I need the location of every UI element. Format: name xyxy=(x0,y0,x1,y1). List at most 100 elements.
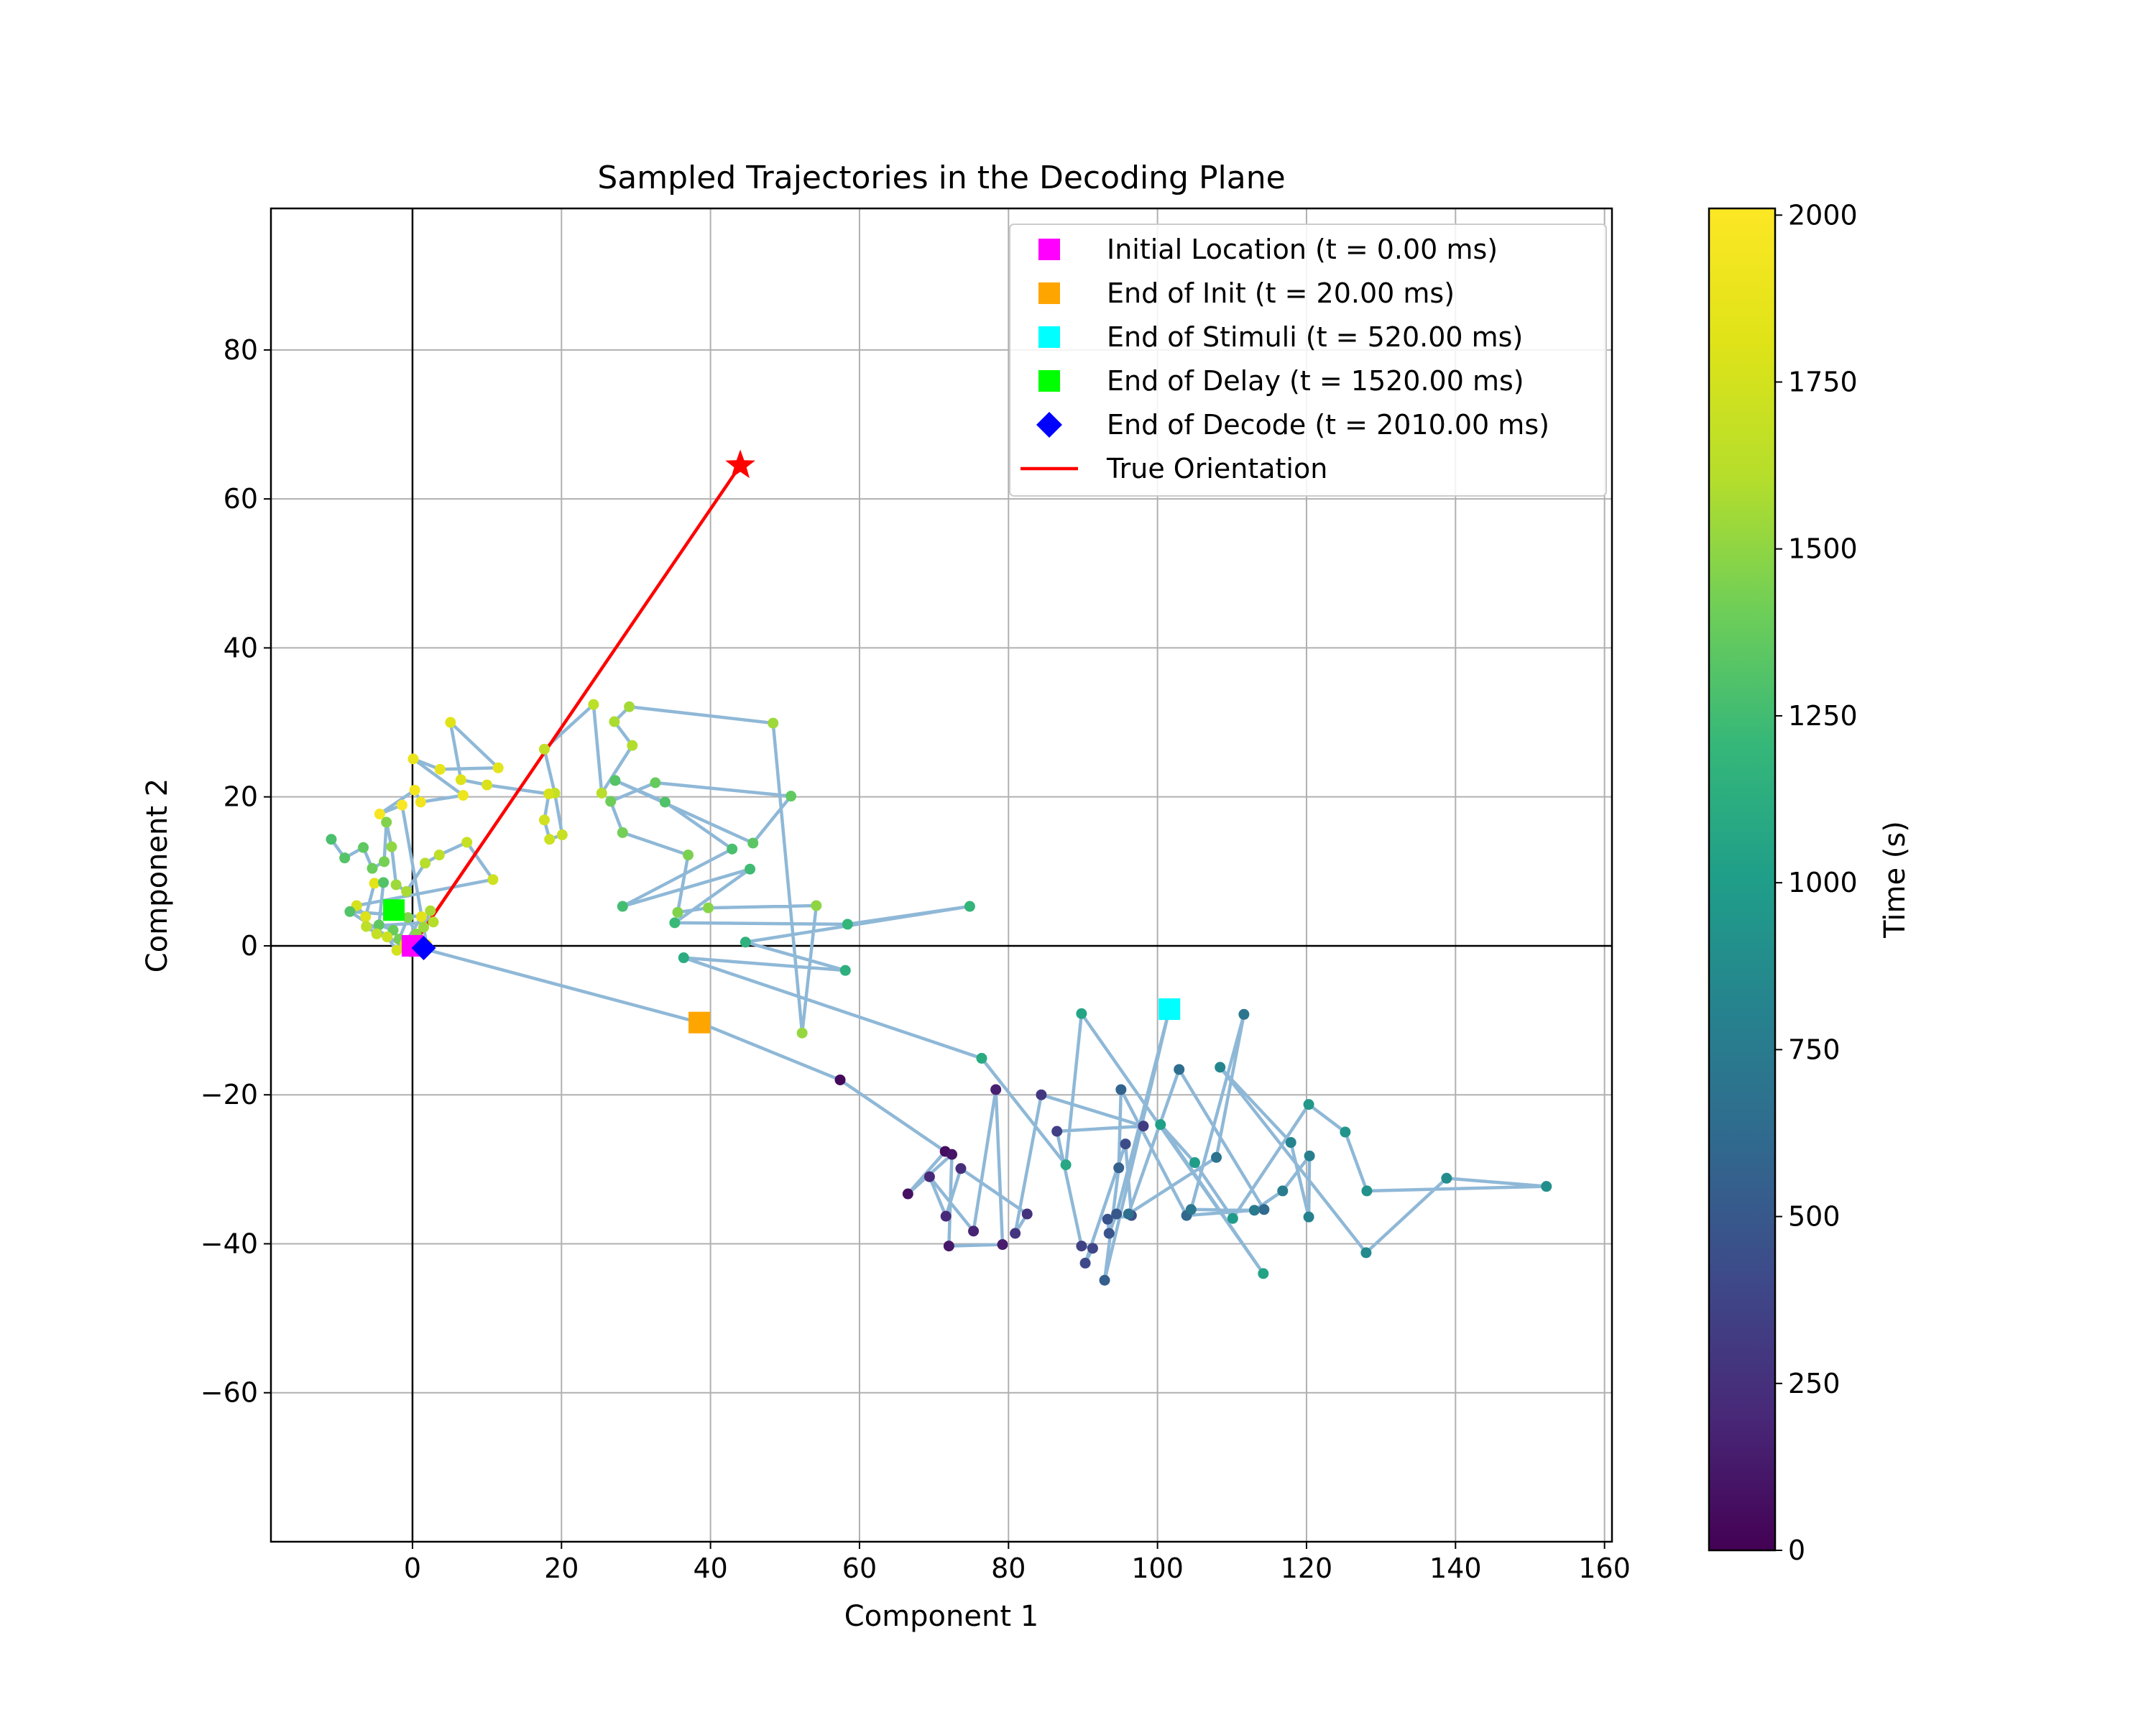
trajectory-point xyxy=(339,852,351,864)
trajectory-point xyxy=(839,965,851,976)
trajectory-point xyxy=(457,790,469,801)
trajectory-point xyxy=(1340,1126,1351,1138)
trajectory-point xyxy=(842,919,853,930)
trajectory-point xyxy=(1115,1084,1127,1095)
trajectory-point xyxy=(678,952,689,964)
x-tick-label: 160 xyxy=(1578,1552,1631,1584)
trajectory-point xyxy=(1076,1008,1087,1019)
plot-frame xyxy=(270,207,1613,1543)
trajectory-point xyxy=(669,917,681,929)
trajectory-point xyxy=(382,932,393,943)
legend-entry-label: End of Delay (t = 1520.00 ms) xyxy=(1107,365,1524,397)
trajectory-point xyxy=(433,850,445,861)
trajectory-point xyxy=(834,1074,846,1085)
marker-square xyxy=(1158,998,1181,1021)
trajectory-point xyxy=(811,900,822,911)
trajectory-point xyxy=(420,857,431,869)
trajectory-point xyxy=(379,856,390,868)
trajectory-point xyxy=(487,874,499,886)
trajectory-point xyxy=(609,716,620,727)
x-tick-label: 60 xyxy=(842,1552,877,1584)
y-axis-label: Component 2 xyxy=(141,778,174,972)
trajectory-point xyxy=(1303,1211,1314,1223)
trajectory-point xyxy=(492,762,504,773)
trajectory-point xyxy=(588,699,599,710)
trajectory-point xyxy=(401,886,413,897)
legend-entry-label: End of Init (t = 20.00 ms) xyxy=(1107,277,1455,309)
trajectory-point xyxy=(1138,1121,1149,1132)
trajectory-point xyxy=(1303,1099,1314,1110)
trajectory-point xyxy=(538,743,550,755)
trajectory-point xyxy=(1215,1062,1226,1073)
colorbar-tick-label: 250 xyxy=(1788,1368,1841,1399)
legend-swatch xyxy=(1038,370,1060,392)
trajectory-point xyxy=(482,779,493,791)
trajectory-point xyxy=(617,901,628,912)
trajectory-point xyxy=(402,912,414,924)
colorbar-tick-label: 0 xyxy=(1788,1535,1805,1566)
trajectory-point xyxy=(326,834,337,845)
trajectory-point xyxy=(1123,1208,1134,1220)
trajectory-point xyxy=(361,921,372,932)
trajectory-point xyxy=(390,879,402,891)
trajectory-point xyxy=(378,877,390,888)
x-axis-ticks: 0 20 40 60 80 100 120 140 160 xyxy=(404,1542,1631,1584)
trajectory-point xyxy=(747,837,759,849)
trajectory-point xyxy=(796,1027,808,1039)
trajectory-point xyxy=(703,902,714,914)
trajectory-point xyxy=(609,775,621,786)
trajectory-point xyxy=(367,862,378,874)
trajectory-point xyxy=(415,796,426,808)
trajectory-point xyxy=(997,1239,1008,1251)
trajectory-point xyxy=(596,788,607,799)
trajectory-point xyxy=(407,753,419,765)
trajectory-point xyxy=(391,944,402,956)
y-tick-label: 80 xyxy=(224,334,258,366)
x-tick-label: 0 xyxy=(404,1552,421,1584)
trajectory-point xyxy=(943,1241,954,1252)
marker-square xyxy=(383,899,405,921)
trajectory-point xyxy=(381,816,392,828)
trajectory-point xyxy=(1102,1213,1113,1225)
trajectory-point xyxy=(1211,1151,1222,1163)
colorbar-label: Time (s) xyxy=(1879,821,1912,939)
trajectory-point xyxy=(768,717,779,729)
trajectory-point xyxy=(544,834,556,845)
trajectory-point xyxy=(1360,1247,1372,1259)
x-tick-label: 40 xyxy=(693,1552,727,1584)
trajectory-point xyxy=(1227,1213,1238,1224)
trajectory-point xyxy=(556,829,568,841)
trajectory-point xyxy=(1361,1185,1373,1197)
trajectory-point xyxy=(396,799,407,811)
trajectory-point xyxy=(1185,1204,1197,1215)
true-orientation-star xyxy=(725,449,755,479)
x-tick-label: 120 xyxy=(1281,1552,1333,1584)
legend-entry-label: True Orientation xyxy=(1106,453,1327,484)
trajectory-point xyxy=(745,863,756,875)
trajectory-point xyxy=(358,842,369,853)
trajectory-point xyxy=(1189,1157,1200,1169)
trajectory-point xyxy=(1277,1185,1289,1197)
trajectory-point xyxy=(445,717,456,728)
y-tick-label: −40 xyxy=(201,1228,258,1259)
trajectory-point xyxy=(902,1188,913,1200)
trajectory-line xyxy=(378,702,1549,1282)
trajectory-point xyxy=(727,843,738,855)
trajectory-point xyxy=(683,850,694,861)
trajectory-point xyxy=(425,905,436,916)
trajectory-point xyxy=(428,916,439,928)
legend-swatch xyxy=(1036,412,1062,438)
legend-entry-label: End of Decode (t = 2010.00 ms) xyxy=(1107,409,1549,441)
colorbar: 0 250 500 750 1000 1250 1500 1750 2000 Time (s) xyxy=(1708,199,1912,1566)
true-orientation-arrow xyxy=(411,449,755,947)
trajectory-point xyxy=(369,878,380,889)
chart-title: Sampled Trajectories in the Decoding Pla… xyxy=(597,160,1285,196)
trajectory-point xyxy=(1120,1138,1131,1150)
trajectory-point xyxy=(624,701,635,712)
trajectory-point xyxy=(1155,1119,1166,1131)
trajectory-point xyxy=(976,1052,987,1064)
trajectory-point xyxy=(1051,1126,1063,1137)
trajectory-point xyxy=(374,809,385,820)
x-tick-label: 80 xyxy=(991,1552,1026,1584)
trajectory-point xyxy=(605,796,617,807)
